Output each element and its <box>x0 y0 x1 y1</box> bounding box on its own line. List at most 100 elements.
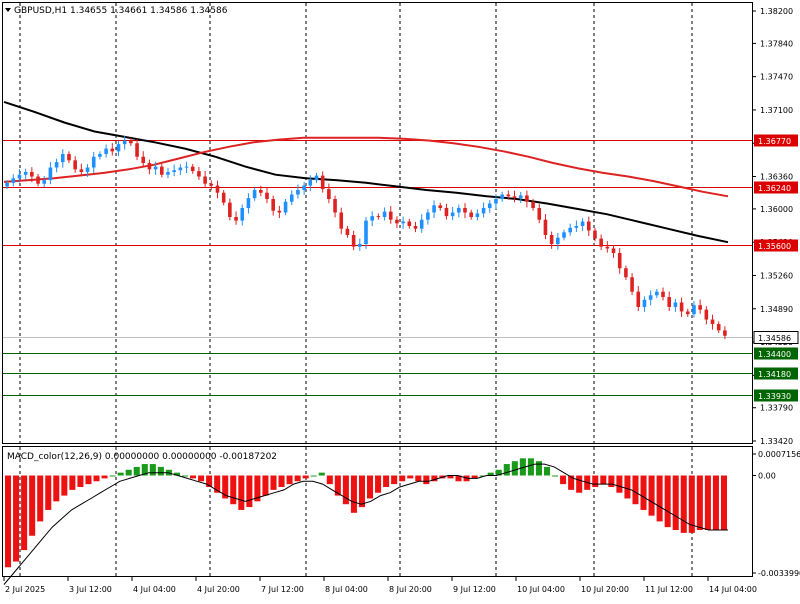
macd-bar <box>270 475 277 490</box>
candle-body <box>271 199 275 211</box>
candle-body <box>457 208 461 213</box>
macd-axis: 0.0007156 0.00 -0.0033990 <box>752 450 800 578</box>
price-tick-label: 1.37100 <box>760 106 793 115</box>
candle-body <box>642 299 647 307</box>
candle-body <box>574 226 579 228</box>
time-tick-label: 14 Jul 04:00 <box>709 585 757 594</box>
candles <box>5 135 727 340</box>
time-tick-label: 4 Jul 20:00 <box>197 585 240 594</box>
time-tick-label: 11 Jul 12:00 <box>645 585 693 594</box>
candle-body <box>153 166 158 170</box>
macd-bar <box>375 475 382 493</box>
macd-bar <box>495 469 502 476</box>
candle-body <box>215 185 220 193</box>
price-tick-label: 1.37840 <box>760 39 793 48</box>
macd-bar <box>664 475 671 528</box>
level-tag-label: 1.36770 <box>758 137 791 146</box>
macd-bar <box>487 472 494 476</box>
candle-body <box>345 228 350 235</box>
candle-body <box>339 212 344 229</box>
candle-body <box>549 234 554 244</box>
price-tick-label: 1.36000 <box>760 205 793 214</box>
macd-bar <box>181 475 189 477</box>
candle-body <box>605 246 610 249</box>
candle-body <box>568 227 573 233</box>
macd-bar <box>214 475 221 493</box>
candle-body <box>617 252 622 269</box>
macd-bar <box>318 472 325 476</box>
macd-bar <box>206 475 213 487</box>
candle-body <box>685 311 690 315</box>
price-tick-label: 1.36360 <box>760 173 793 182</box>
macd-bar <box>367 475 374 499</box>
candle-body <box>679 302 684 312</box>
candle-body <box>648 295 653 300</box>
candle-body <box>277 210 282 213</box>
candle-body <box>444 208 449 217</box>
candle-body <box>704 309 709 320</box>
collapse-triangle-icon[interactable] <box>5 8 11 12</box>
candle-body <box>364 220 368 244</box>
macd-bar <box>576 475 583 493</box>
price-tick-label: 1.33790 <box>760 404 793 413</box>
macd-bar <box>720 475 727 531</box>
macd-bar <box>600 475 607 485</box>
candle-body <box>110 148 115 152</box>
candle-body <box>308 180 313 186</box>
candle-body <box>54 162 59 168</box>
level-tag-label: 1.34400 <box>758 350 791 359</box>
level-tag <box>754 134 798 147</box>
price-tick-label: 1.35260 <box>760 271 793 280</box>
candle-body <box>562 232 566 238</box>
macd-bar <box>648 475 655 516</box>
macd-bar <box>552 475 559 477</box>
candle-body <box>698 305 702 310</box>
candle-body <box>506 194 511 197</box>
macd-bar <box>310 475 317 477</box>
macd-bar <box>101 475 108 479</box>
candle-body <box>376 216 381 218</box>
candle-body <box>320 175 325 190</box>
macd-bar <box>326 475 333 485</box>
macd-bar <box>688 475 695 533</box>
macd-bar <box>230 475 237 505</box>
candle-body <box>147 163 152 170</box>
macd-label: MACD_color(12,26,9) 0.00000000 0.0000000… <box>7 452 277 462</box>
macd-pane[interactable] <box>2 446 753 577</box>
candle-body <box>512 196 517 199</box>
candle-body <box>190 166 195 172</box>
macd-bar <box>5 475 12 568</box>
macd-bar <box>246 475 253 508</box>
candle-body <box>450 212 455 217</box>
price-axis: 1.382001.378401.374701.371001.367301.363… <box>752 7 793 446</box>
level-tag-label: 1.36240 <box>758 184 791 193</box>
candle-body <box>401 221 405 224</box>
macd-signal-polyline <box>3 463 728 585</box>
price-pane[interactable] <box>2 2 753 444</box>
candle-body <box>30 172 34 177</box>
candle-body <box>438 205 443 209</box>
candle-body <box>413 226 418 229</box>
candle-body <box>358 243 362 247</box>
candle-body <box>388 211 393 220</box>
candle-body <box>333 199 337 213</box>
macd-bar <box>712 475 719 531</box>
candle-body <box>370 216 374 221</box>
candle-body <box>531 201 535 209</box>
candle-body <box>209 183 214 186</box>
macd-bar <box>471 475 478 479</box>
macd-bar <box>286 475 293 485</box>
level-tag <box>754 347 798 360</box>
macd-bar <box>391 475 398 485</box>
level-labels: 1.36770 1.36240 1.35600 1.34586 1.34400 1.341… <box>753 134 799 402</box>
macd-bar <box>294 475 301 482</box>
candle-body <box>692 305 696 315</box>
candle-body <box>655 291 659 296</box>
candle-body <box>60 154 65 163</box>
candle-body <box>48 167 53 181</box>
candle-body <box>283 201 288 213</box>
macd-bar <box>222 475 229 499</box>
level-tag-label: 1.35600 <box>758 242 791 251</box>
